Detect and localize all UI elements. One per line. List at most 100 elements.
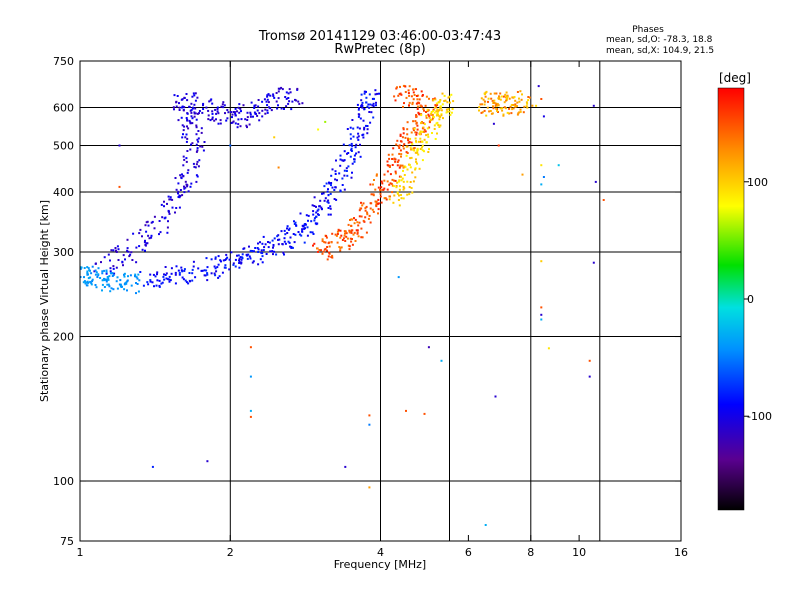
isolated-point [542,176,545,178]
trace-point [207,114,210,117]
trace-point [144,239,146,242]
trace-point [516,113,519,116]
trace-point [349,137,352,140]
trace-point [402,166,405,169]
trace-point [177,190,180,193]
trace-point [377,212,379,215]
trace-point [356,221,359,224]
trace-point [249,111,252,114]
trace-point [203,274,206,277]
trace-point [375,104,377,107]
trace-point [238,259,240,262]
trace-point [372,116,375,119]
isolated-point [229,144,232,147]
trace-point [196,138,199,141]
trace-point [396,161,399,163]
trace-point [178,271,181,274]
trace-point [418,102,421,105]
trace-point [380,186,383,189]
trace-point [366,128,369,131]
trace-point [398,185,401,188]
trace-point [403,143,406,146]
trace-point [440,109,443,112]
trace-point [177,196,180,198]
trace-point [412,147,415,150]
trace-point [485,90,488,93]
trace-point [312,210,315,213]
trace-point [397,94,400,97]
trace-point [183,268,186,271]
trace-point [352,233,355,236]
trace-point [111,272,114,275]
trace-point [294,221,297,224]
trace-point [178,206,181,209]
trace-point [87,267,90,270]
trace-point [261,261,264,264]
trace-point [289,236,292,239]
trace-point [353,231,356,234]
trace-point [409,166,412,169]
trace-point [327,201,330,204]
trace-point [363,90,366,93]
trace-point [215,270,218,273]
isolated-point [547,347,550,350]
trace-point [269,107,272,110]
trace-point [411,103,414,106]
trace-point [184,186,187,189]
trace-point [217,122,220,125]
trace-point [228,258,231,261]
trace-point [408,104,410,107]
trace-point [253,250,255,253]
trace-point [80,267,82,270]
trace-point [203,269,206,272]
trace-point [366,211,369,214]
trace-point [357,224,360,227]
trace-point [436,108,439,111]
trace-point [351,144,354,147]
trace-point [163,205,165,208]
trace-point [307,219,309,222]
trace-point [232,263,235,266]
isolated-point [249,346,252,349]
trace-point [257,242,259,245]
trace-point [478,106,481,109]
trace-point [183,158,186,161]
trace-point [367,217,370,220]
trace-point [266,94,269,97]
trace-point [108,275,111,278]
isolated-point [594,180,597,183]
trace-point [102,278,105,281]
trace-point [379,188,381,191]
trace-point [185,140,188,143]
trace-point [323,248,326,251]
trace-point [441,92,444,95]
trace-point [402,128,405,131]
trace-point [403,187,406,190]
trace-point [213,119,216,122]
trace-point [83,276,85,279]
trace-point [335,159,337,162]
trace-point [290,246,293,248]
trace-point [495,107,498,110]
trace-point [351,238,353,240]
trace-point [116,287,119,290]
trace-point [397,159,400,162]
trace-point [101,283,104,286]
trace-point [196,175,199,178]
trace-point [385,198,388,201]
isolated-point [273,136,276,139]
trace-point [406,180,409,183]
trace-point [238,261,241,264]
trace-point [162,275,165,278]
trace-point [410,131,413,134]
trace-point [130,251,133,254]
trace-point [400,153,403,156]
trace-point [313,205,316,207]
trace-point [297,100,300,103]
trace-point [415,121,418,124]
trace-point [419,148,422,150]
trace-point [359,207,362,210]
trace-point [425,114,428,117]
trace-point [234,114,237,117]
trace-point [345,167,348,170]
